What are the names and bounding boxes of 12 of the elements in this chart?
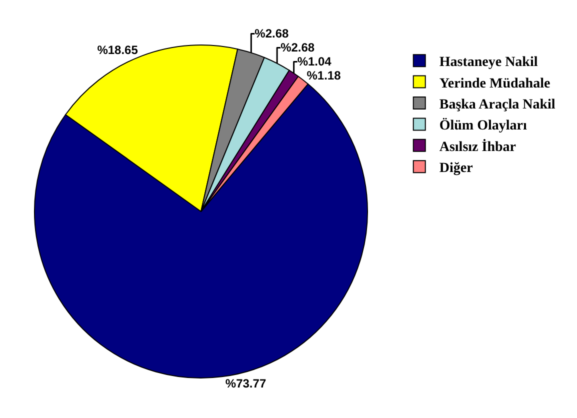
legend-label: Diğer: [439, 161, 473, 176]
legend-label: Yerinde Müdahale: [439, 76, 550, 92]
data-label: %1.18: [306, 68, 342, 83]
legend-label: Ölüm Olayları: [439, 118, 527, 134]
legend-label: Başka Araçla Nakil: [439, 97, 556, 112]
data-label: %18.65: [97, 42, 138, 57]
data-label: %2.68: [280, 40, 315, 55]
data-label: %73.77: [225, 376, 266, 391]
legend-label: Asılsız İhbar: [439, 138, 516, 155]
legend-label: Hastaneye Nakil: [439, 55, 538, 70]
data-label: %2.68: [254, 26, 290, 41]
data-label: %1.04: [297, 54, 332, 69]
